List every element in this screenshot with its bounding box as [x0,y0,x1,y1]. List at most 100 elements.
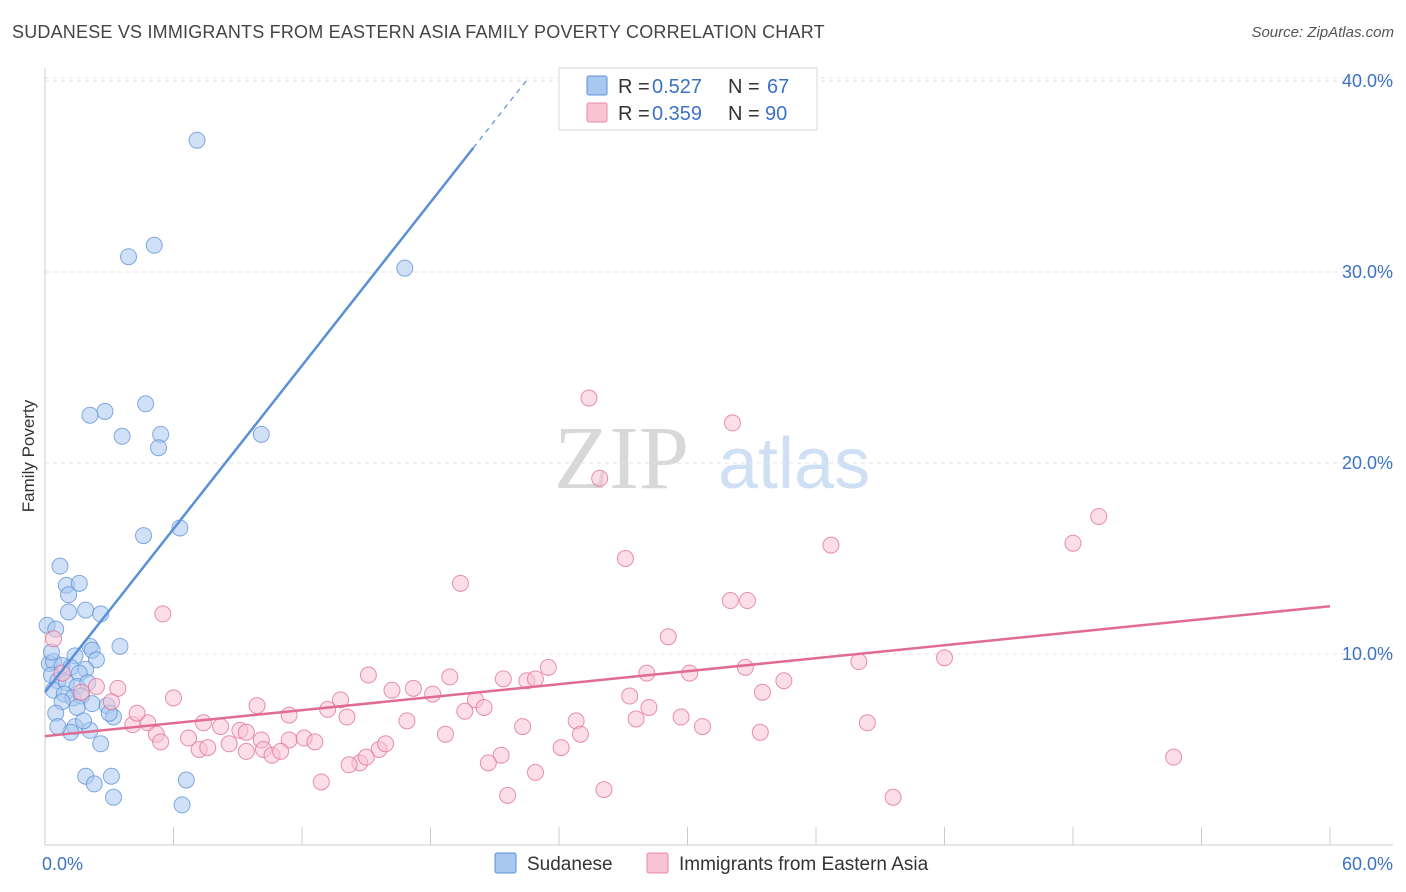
eastern-asia-point [45,630,63,648]
chart-source: Source: ZipAtlas.com [1251,24,1394,41]
eastern-asia-point [775,672,793,690]
eastern-asia-point [499,786,517,804]
sudanese-point [92,735,110,753]
eastern-asia-point [194,714,212,732]
sudanese-point [150,439,168,457]
eastern-asia-point [456,702,474,720]
eastern-asia-point [850,653,868,671]
eastern-asia-point [128,704,146,722]
eastern-asia-point [616,550,634,567]
eastern-asia-point [340,756,358,774]
eastern-asia-point [272,742,290,760]
sudanese-point [60,586,78,604]
y-axis-title: Family Poverty [19,399,38,512]
eastern-asia-point [357,748,375,766]
eastern-asia-points [45,389,1183,806]
watermark-atlas: atlas [718,424,870,504]
x-tick-label-min: 0.0% [42,854,83,874]
eastern-asia-point [638,664,656,682]
eastern-asia-point [248,697,266,715]
watermark: ZIP atlas [554,409,870,508]
sudanese-point [252,425,270,443]
sudanese-point [177,771,195,789]
eastern-asia-point [627,710,645,728]
eastern-asia-point [1064,534,1082,552]
eastern-asia-point [475,698,493,716]
legend-r-value-eastern-asia: 0.359 [652,103,702,125]
eastern-asia-point [753,683,771,701]
eastern-asia-point [681,664,699,682]
sudanese-point [102,767,120,785]
eastern-asia-point [751,723,769,741]
sudanese-point [77,601,95,619]
eastern-asia-point [441,668,459,686]
eastern-asia-point [154,605,172,623]
eastern-asia-point [580,389,598,407]
sudanese-point [60,603,78,621]
sudanese-point [75,712,93,730]
sudanese-point [81,406,99,424]
eastern-asia-point [237,742,255,760]
sudanese-point [137,395,155,413]
bottom-legend-swatch-sudanese [494,852,517,874]
eastern-asia-point [312,773,330,791]
eastern-asia-point [552,739,570,757]
eastern-asia-point [383,681,401,699]
sudanese-point [96,402,114,420]
legend-r-label-sudanese: R = [618,76,650,98]
eastern-asia-point [492,746,510,764]
eastern-asia-point [595,781,613,799]
eastern-asia-point [306,733,324,751]
chart-title: SUDANESE VS IMMIGRANTS FROM EASTERN ASIA… [12,22,825,42]
y-tick-labels: 10.0% 20.0% 30.0% 40.0% [1342,71,1393,664]
eastern-asia-point [884,788,902,806]
legend-n-label-eastern-asia: N = [728,103,760,125]
eastern-asia-point [1090,507,1108,525]
watermark-zip: ZIP [554,409,689,508]
eastern-asia-point [591,469,609,487]
sudanese-point [70,574,88,592]
sudanese-point [51,557,69,575]
gridlines [45,77,1393,655]
sudanese-point [145,236,163,254]
eastern-asia-point [220,735,238,753]
bottom-legend-label-eastern-asia: Immigrants from Eastern Asia [679,854,929,875]
eastern-asia-point [1165,748,1183,766]
y-tick-label: 40.0% [1342,71,1393,91]
legend-n-value-sudanese: 67 [767,76,789,98]
eastern-asia-point [672,708,690,726]
eastern-asia-point [319,700,337,718]
legend-swatch-eastern-asia [586,102,608,123]
bottom-legend-label-sudanese: Sudanese [527,854,613,875]
eastern-asia-point [736,658,754,676]
eastern-asia-point [721,592,739,610]
eastern-asia-point [451,574,469,592]
eastern-asia-point [152,733,170,751]
sudanese-trend-line [44,147,475,693]
eastern-asia-point [738,592,756,610]
eastern-asia-point [514,718,532,736]
correlation-legend: R = 0.527 N = 67 R = 0.359 N = 90 [558,67,818,131]
legend-n-label-sudanese: N = [728,76,760,98]
eastern-asia-point [398,712,416,730]
axes [44,68,1393,846]
x-tick-label-max: 60.0% [1342,854,1393,874]
eastern-asia-point [404,679,422,697]
eastern-asia-point [693,718,711,736]
eastern-asia-trend-line [44,605,1331,738]
eastern-asia-point [526,763,544,781]
eastern-asia-point [338,708,356,726]
eastern-asia-point [87,677,105,695]
sudanese-point [105,788,123,806]
y-tick-label: 20.0% [1342,453,1393,473]
eastern-asia-point [659,628,677,646]
eastern-asia-point [199,739,217,757]
eastern-asia-point [858,714,876,732]
eastern-asia-point [237,723,255,741]
eastern-asia-point [102,693,120,711]
eastern-asia-point [494,670,512,688]
sudanese-point [85,775,103,793]
sudanese-point [135,527,153,545]
sudanese-point [87,651,105,669]
